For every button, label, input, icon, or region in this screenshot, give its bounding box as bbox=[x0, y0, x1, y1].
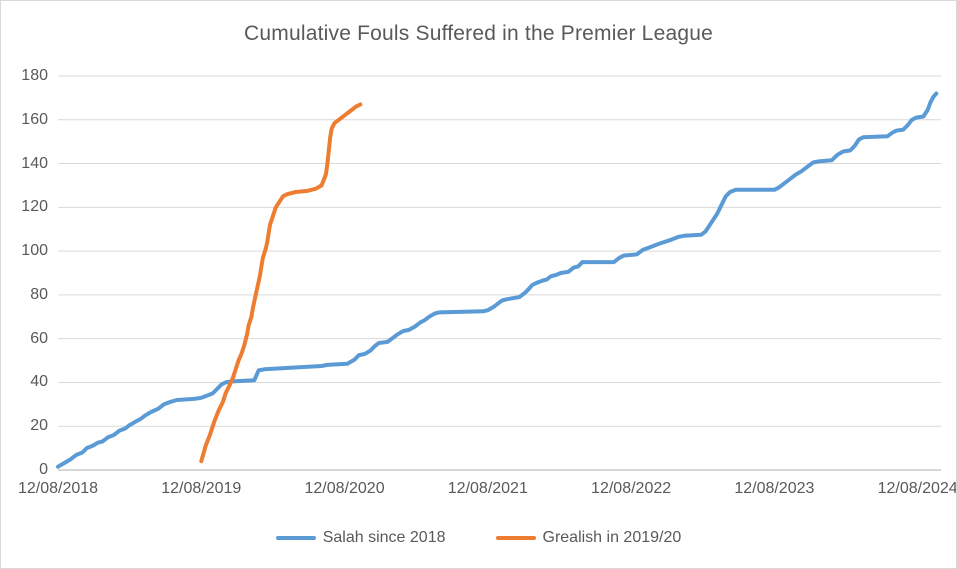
y-axis-tick-label: 40 bbox=[30, 373, 48, 391]
chart-title: Cumulative Fouls Suffered in the Premier… bbox=[244, 22, 713, 45]
x-axis-tick-label: 12/08/2022 bbox=[591, 480, 672, 497]
legend-label-salah: Salah since 2018 bbox=[322, 529, 446, 546]
y-axis-tick-label: 160 bbox=[21, 110, 48, 128]
grealish-line-marker-icon bbox=[495, 536, 536, 540]
series-line-grealish bbox=[199, 102, 363, 464]
y-axis-tick-label: 140 bbox=[21, 154, 48, 172]
y-axis-tick-label: 60 bbox=[30, 329, 48, 347]
y-axis-tick-label: 80 bbox=[30, 285, 48, 303]
series-line-salah bbox=[56, 91, 939, 469]
x-axis-tick-label: 12/08/2024 bbox=[877, 480, 957, 497]
x-axis-tick-label: 12/08/2020 bbox=[304, 480, 385, 497]
y-axis-tick-label: 0 bbox=[39, 461, 48, 478]
x-axis-tick-label: 12/08/2018 bbox=[17, 480, 99, 497]
x-axis-tick-label: 12/08/2023 bbox=[734, 480, 815, 497]
y-axis-tick-label: 20 bbox=[30, 417, 48, 435]
legend-label-grealish: Grealish in 2019/20 bbox=[542, 529, 682, 546]
legend-item-salah: Salah since 2018 bbox=[275, 529, 446, 547]
legend-item-grealish: Grealish in 2019/20 bbox=[495, 529, 682, 547]
x-axis-tick-label: 12/08/2019 bbox=[161, 480, 242, 497]
y-axis: 0 20 40 60 80 100 120 140 160 180 bbox=[1, 1, 48, 568]
y-axis-tick-label: 180 bbox=[21, 67, 48, 84]
y-axis-tick-label: 120 bbox=[21, 198, 48, 216]
salah-line-marker-icon bbox=[275, 536, 316, 540]
x-axis: 12/08/2018 12/08/2019 12/08/2020 12/08/2021… bbox=[1, 480, 956, 502]
y-axis-tick-label: 100 bbox=[21, 242, 48, 260]
legend: Salah since 2018 Grealish in 2019/20 bbox=[1, 529, 956, 547]
x-axis-tick-label: 12/08/2021 bbox=[447, 480, 528, 497]
